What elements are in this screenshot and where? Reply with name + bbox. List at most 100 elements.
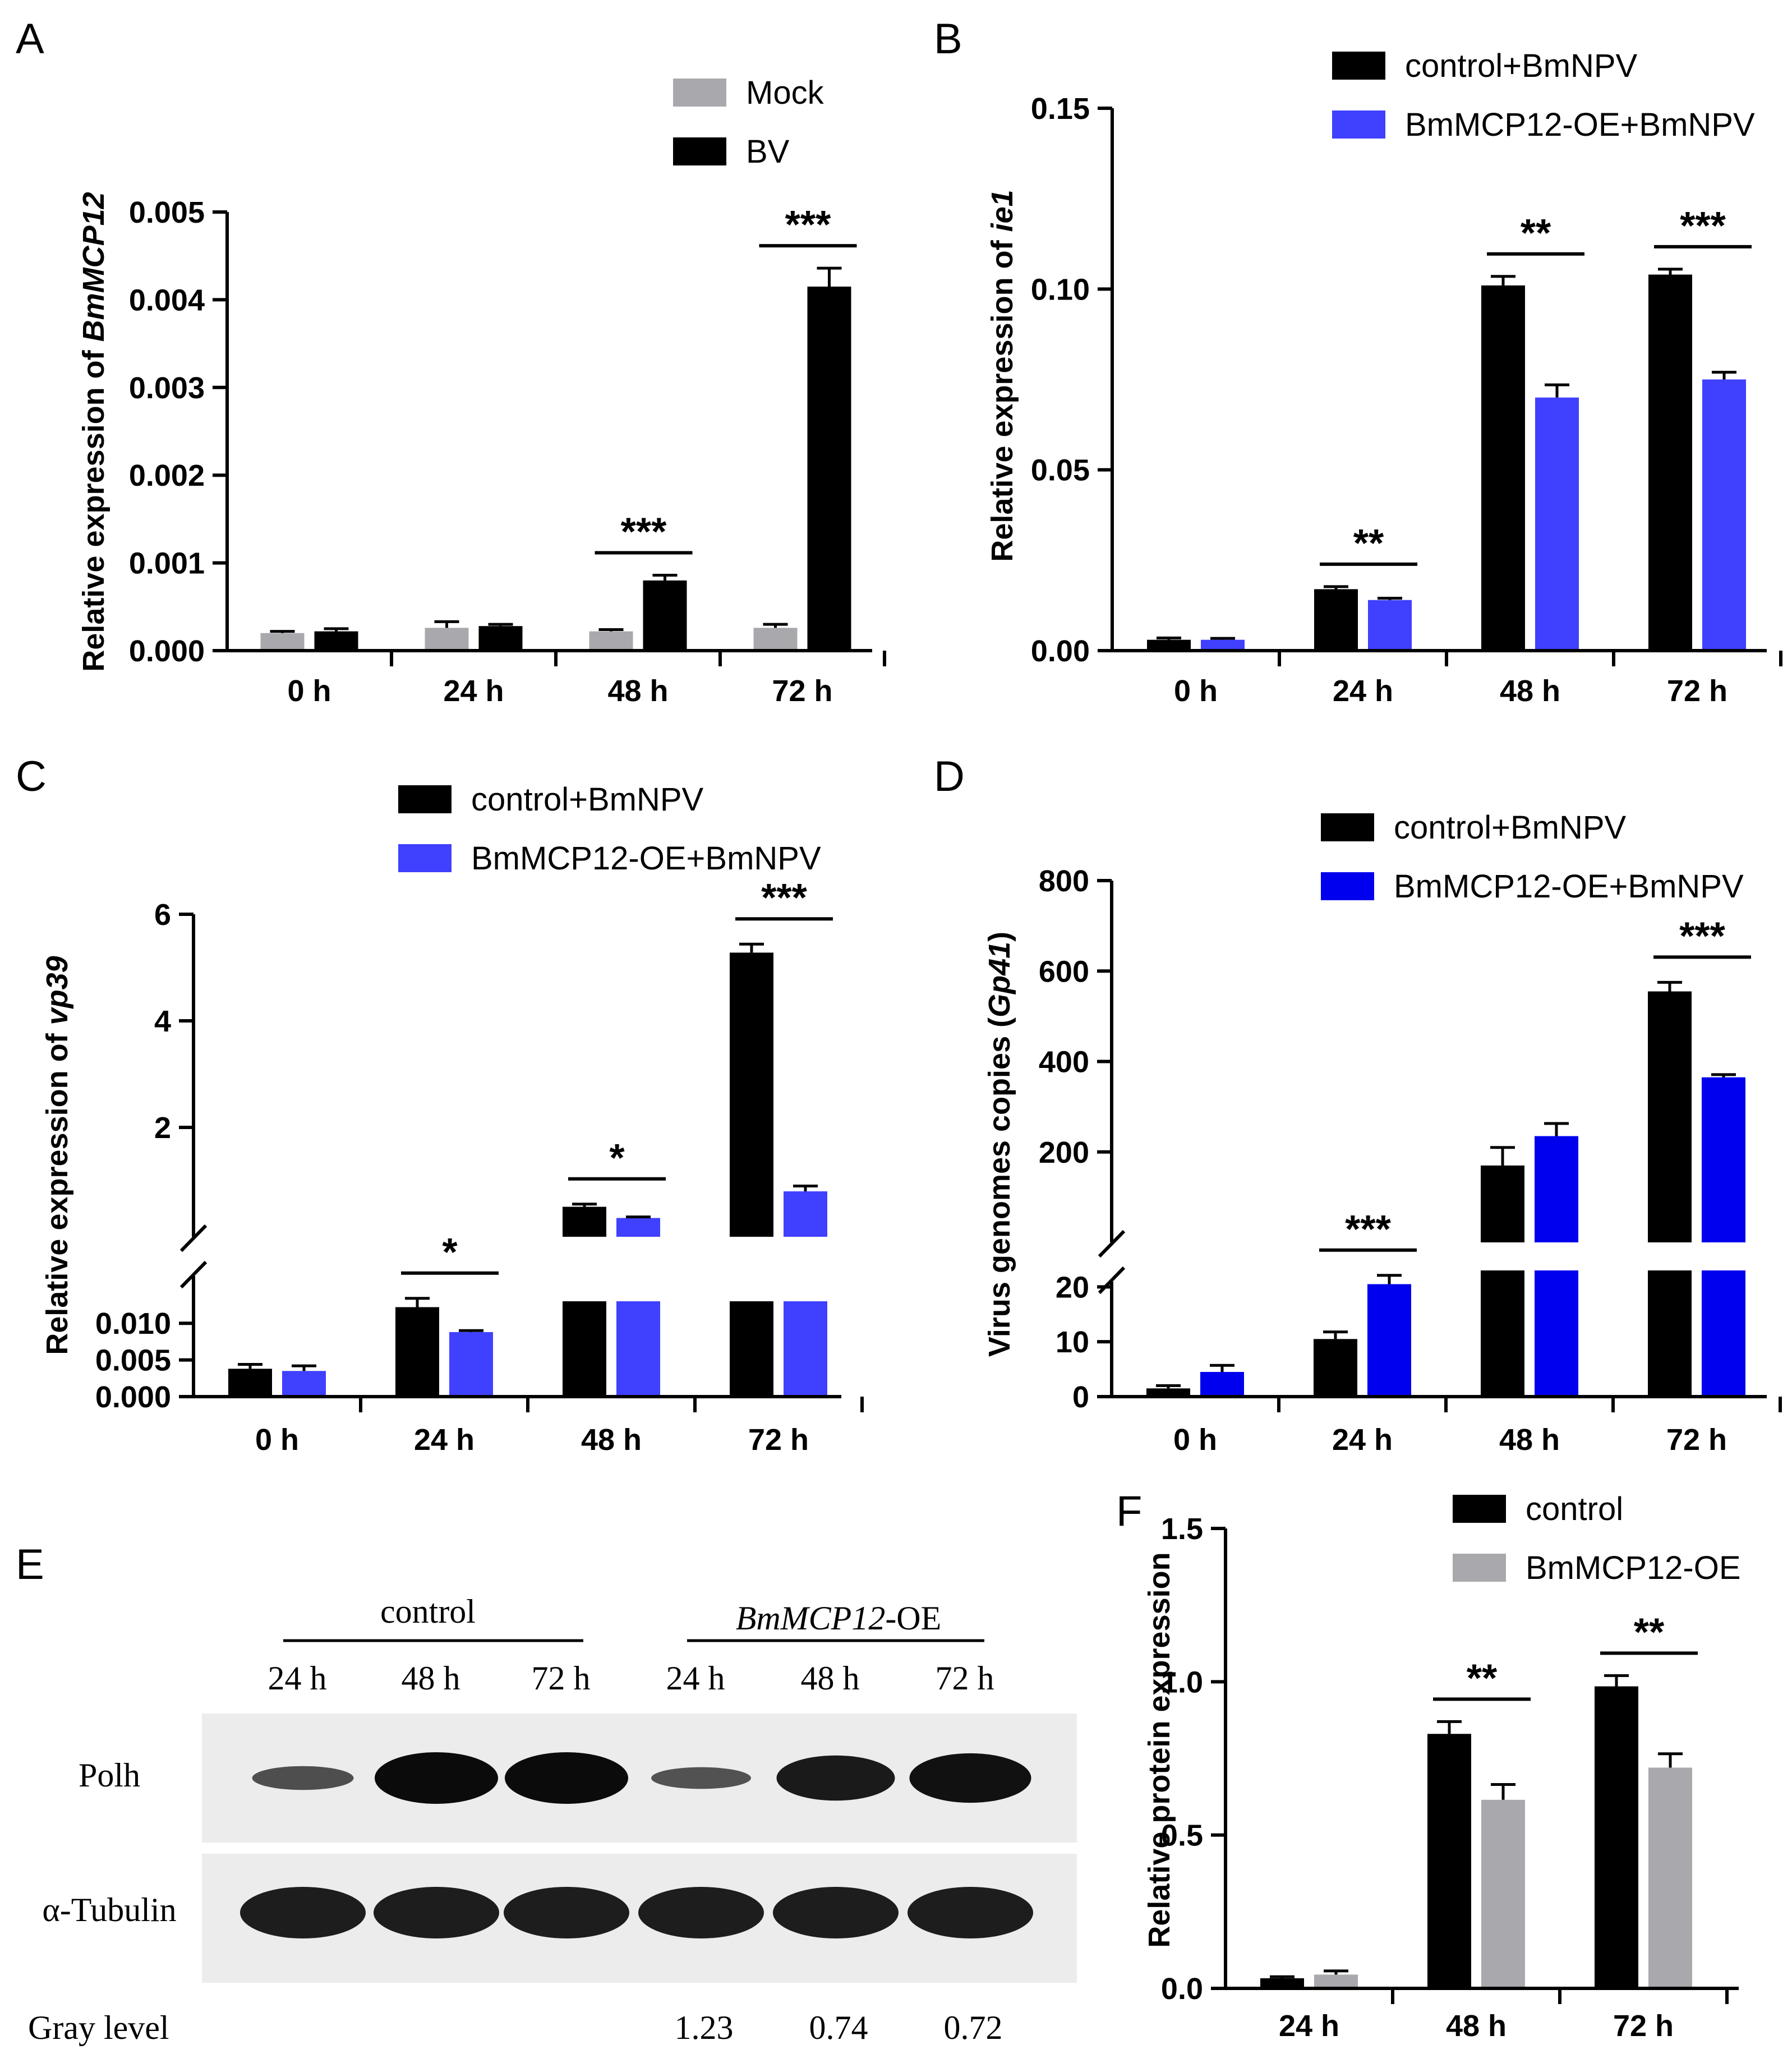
legend-label: Mock: [746, 75, 824, 111]
x-tick-label: 72 h: [772, 674, 832, 708]
significance-label: ***: [1345, 1207, 1391, 1251]
x-tick-label: 48 h: [581, 1423, 642, 1457]
significance-label: *: [442, 1230, 458, 1274]
y-tick-label: 2: [154, 1111, 171, 1145]
y-tick-label: 0: [1072, 1380, 1089, 1414]
significance-label: *: [609, 1136, 625, 1180]
band-polh: [651, 1767, 751, 1789]
y-tick-label: 0.0: [1161, 1972, 1203, 2006]
band-polh: [505, 1752, 628, 1804]
bar-upper-segment: [784, 1191, 827, 1237]
y-tick-label: 1.5: [1161, 1512, 1203, 1546]
bar: [1481, 285, 1525, 651]
bar-upper-segment: [1481, 1165, 1524, 1242]
y-tick-label: 0.005: [129, 196, 205, 229]
y-tick-label: 20: [1056, 1270, 1089, 1304]
significance-label: **: [1521, 211, 1551, 255]
bar: [589, 631, 633, 651]
x-tick-label: 24 h: [414, 1423, 475, 1457]
bar: [1314, 589, 1358, 651]
y-tick-label: 6: [154, 898, 171, 932]
bar: [1146, 1388, 1190, 1397]
y-tick-label: 0.001: [129, 547, 205, 581]
bar: [1702, 379, 1746, 651]
panel-letter: A: [16, 15, 44, 63]
legend-swatch: [1321, 872, 1374, 900]
y-axis-label: Virus genomes copies (Gp41): [983, 932, 1016, 1357]
legend-label: BmMCP12-OE: [1526, 1550, 1741, 1586]
band-tubulin: [773, 1887, 899, 1938]
legend-label: BmMCP12-OE+BmNPV: [1394, 868, 1744, 905]
x-tick-label: 0 h: [1173, 1423, 1217, 1457]
bar: [425, 628, 469, 651]
y-axis-label: Relative expression of ie1: [985, 190, 1019, 561]
bar-lower-segment: [1648, 1270, 1692, 1397]
band-polh: [375, 1752, 498, 1804]
lane-label: 24 h: [666, 1660, 725, 1697]
significance-label: ***: [785, 202, 831, 246]
y-axis-label: Relative expression of vp39: [40, 956, 74, 1355]
y-tick-label: 0.000: [95, 1380, 171, 1414]
y-tick-label: 600: [1039, 955, 1089, 988]
bar-upper-segment: [1702, 1077, 1745, 1242]
axis-break-mark: [1098, 1266, 1126, 1295]
bar-lower-segment: [1702, 1270, 1745, 1397]
significance-label: **: [1353, 521, 1384, 565]
y-axis-label: Relative protein expression: [1143, 1552, 1176, 1947]
bar: [1260, 1978, 1304, 1988]
bar-lower-segment: [563, 1301, 606, 1397]
bar-upper-segment: [616, 1218, 660, 1237]
axis-break-mark: [1098, 1229, 1126, 1258]
bar-lower-segment: [730, 1301, 773, 1397]
y-tick-label: 800: [1039, 864, 1089, 898]
bar: [643, 580, 687, 651]
panel-letter: C: [16, 753, 47, 800]
legend-swatch: [398, 785, 452, 813]
group-label-overexpression: BmMCP12-OE: [736, 1600, 942, 1637]
bar-upper-segment: [730, 952, 773, 1237]
bar-upper-segment: [1535, 1136, 1578, 1242]
bar: [1201, 639, 1245, 651]
bar: [282, 1371, 326, 1397]
legend-label: BV: [746, 133, 790, 170]
group-label-control: control: [380, 1593, 476, 1630]
lane-label: 48 h: [402, 1660, 460, 1697]
legend-label: BmMCP12-OE+BmNPV: [471, 840, 821, 877]
legend-swatch: [1453, 1495, 1506, 1523]
panel-a-chart: A Mock BV Relative expression of BmMCP12 0.0…: [16, 15, 886, 708]
panel-letter: E: [16, 1541, 44, 1588]
band-polh: [909, 1753, 1031, 1803]
bar: [1368, 600, 1412, 651]
panel-letter: B: [934, 15, 962, 63]
x-tick-label: 24 h: [1279, 2009, 1339, 2043]
bar: [260, 633, 305, 651]
lane-label: 48 h: [801, 1660, 860, 1697]
band-tubulin: [240, 1887, 366, 1938]
lane-label: 24 h: [268, 1660, 327, 1697]
x-tick-label: 72 h: [1613, 2009, 1674, 2043]
bar: [449, 1332, 493, 1397]
legend-label: control+BmNPV: [1394, 809, 1627, 846]
legend-swatch: [1332, 110, 1385, 139]
bar-lower-segment: [616, 1301, 660, 1397]
x-tick-label: 24 h: [1333, 674, 1393, 708]
gray-level-value: 0.72: [944, 2009, 1003, 2046]
axis-break-mark: [179, 1224, 208, 1252]
significance-label: ***: [1680, 204, 1726, 247]
y-tick-label: 0.00: [1031, 634, 1090, 668]
y-tick-label: 0.002: [129, 459, 205, 492]
legend-label: control: [1526, 1491, 1623, 1527]
y-tick-label: 1.0: [1161, 1665, 1203, 1699]
x-tick-label: 48 h: [1500, 674, 1560, 708]
legend-label: control+BmNPV: [1405, 48, 1638, 84]
y-tick-label: 0.010: [95, 1307, 171, 1341]
bar-lower-segment: [1535, 1270, 1578, 1397]
lane-label: 72 h: [936, 1660, 994, 1697]
bar: [478, 626, 523, 651]
bar-upper-segment: [563, 1206, 606, 1237]
x-tick-label: 72 h: [748, 1423, 809, 1457]
